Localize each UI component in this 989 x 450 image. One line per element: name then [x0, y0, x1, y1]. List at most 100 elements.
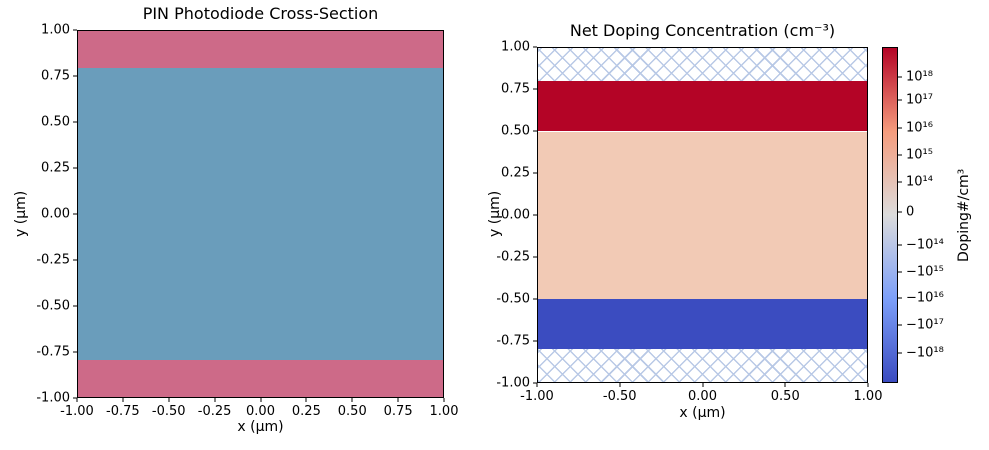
left-y-ticklabel: 0.25 [41, 160, 70, 176]
right-x-tickmarks [536, 383, 869, 387]
left-x-ticklabel: -0.75 [106, 404, 140, 419]
left-y-tickmark [73, 75, 77, 77]
right-y-tickmark [533, 88, 537, 90]
right-x-ticklabel: 0.50 [770, 389, 800, 404]
colorbar-ticklabel: −10¹⁶ [906, 290, 944, 306]
left-x-ticklabel: 0.75 [383, 404, 413, 419]
right-y-tickmarks [533, 46, 537, 384]
right-x-axis-label: x (μm) [679, 405, 726, 421]
colorbar: 10¹⁸ 10¹⁷ 10¹⁶ 10¹⁵ 10¹⁴ 0 −10¹⁴ −10¹⁵ −10¹⁶ −10¹… [882, 47, 944, 383]
right-x-ticklabel: -1.00 [520, 389, 554, 404]
left-y-tickmark [73, 121, 77, 123]
right-x-tickmark [702, 383, 703, 387]
undoped-bottom-hatch [538, 348, 867, 382]
undoped-top-hatch [538, 48, 867, 82]
left-x-tickmark [76, 398, 78, 402]
left-plot-area [77, 30, 444, 398]
colorbar-tickmark [898, 99, 902, 101]
left-x-tickmark [168, 398, 170, 402]
colorbar-ticklabel: 10¹⁸ [906, 69, 933, 85]
intrinsic-region [538, 131, 867, 299]
right-y-ticklabels: 1.00 0.75 0.50 0.25 0.00 -0.25 -0.50 -0.75 -1.00 [470, 40, 530, 391]
right-y-ticklabel: 1.00 [501, 39, 530, 55]
left-y-tickmark [73, 351, 77, 353]
left-x-ticklabel: 0.00 [246, 404, 275, 419]
left-x-tickmarks [76, 398, 445, 402]
right-y-tickmark [533, 256, 537, 258]
colorbar-ticklabel: −10¹⁴ [906, 237, 944, 253]
right-y-ticklabel: -0.50 [496, 291, 530, 307]
left-y-axis-label: y (μm) [13, 190, 29, 237]
right-x-tickmark [867, 383, 869, 387]
left-x-ticklabel: -0.50 [151, 404, 186, 419]
right-x-ticklabel: 0.00 [688, 389, 717, 404]
right-x-tickmark [536, 383, 538, 387]
colorbar-tickmark [898, 297, 902, 299]
right-y-ticklabel: -0.25 [496, 249, 530, 265]
left-y-ticklabels: 1.00 0.75 0.50 0.25 0.00 -0.25 -0.50 -0.75 -1.00 [10, 23, 70, 406]
colorbar-ticklabel: 10¹⁶ [906, 120, 933, 136]
right-y-tickmark [533, 382, 537, 384]
colorbar-tickmark [898, 154, 902, 156]
right-plot-title: Net Doping Concentration (cm⁻³) [569, 21, 836, 40]
left-y-tickmarks [73, 29, 77, 399]
right-axes: -1.00 -0.50 0.00 0.50 1.00 1.00 0.75 0.50 0.25 0… [496, 40, 882, 405]
left-y-tickmark [73, 259, 77, 261]
left-y-ticklabel: -0.75 [36, 344, 70, 360]
left-x-tickmark [260, 398, 261, 402]
left-axes: -1.00 -0.75 -0.50 -0.25 0.00 0.25 0.50 0.75 1.00… [36, 23, 458, 420]
left-plot-title: PIN Photodiode Cross-Section [142, 4, 379, 23]
left-x-ticklabel: 0.25 [291, 404, 321, 419]
left-x-tickmark [305, 398, 307, 402]
right-y-axis-label: y (μm) [487, 190, 503, 237]
left-x-ticklabel: -1.00 [60, 404, 94, 419]
right-plot-area [537, 47, 868, 383]
left-y-tickmark [73, 397, 77, 399]
left-y-ticklabel: -0.25 [36, 252, 70, 268]
colorbar-ticklabel: −10¹⁷ [906, 317, 944, 333]
left-x-ticklabel: 1.00 [429, 404, 459, 419]
colorbar-ticklabel: 10¹⁵ [906, 147, 933, 163]
left-x-tickmark [443, 398, 445, 402]
right-y-ticklabel: 0.00 [501, 207, 530, 223]
right-x-ticklabel: -0.50 [602, 389, 637, 404]
right-y-tickmark [533, 340, 537, 342]
bottom-contact-region [78, 360, 443, 397]
left-x-ticklabel: 0.50 [337, 404, 367, 419]
left-y-tickmark [73, 305, 77, 307]
colorbar-tickmark [898, 211, 902, 213]
right-y-tickmark [533, 214, 537, 216]
right-y-tickmark [533, 298, 537, 300]
semiconductor-region [78, 67, 443, 361]
colorbar-ticklabel: −10¹⁵ [906, 264, 944, 280]
left-x-tickmark [397, 398, 399, 402]
right-y-tickmark [533, 172, 537, 174]
left-y-ticklabel: -0.50 [36, 298, 70, 314]
colorbar-tickmark [898, 244, 902, 246]
colorbar-ticklabel: 10¹⁴ [906, 174, 933, 190]
colorbar-tickmark [898, 352, 902, 354]
left-x-ticklabels: -1.00 -0.75 -0.50 -0.25 0.00 0.25 0.50 0.75 1.00 [60, 404, 458, 419]
right-x-ticklabel: 1.00 [853, 389, 883, 404]
colorbar-tickmark [898, 271, 902, 273]
left-x-tickmark [214, 398, 216, 402]
left-x-tickmark [122, 398, 124, 402]
right-y-tickmark [533, 46, 537, 48]
left-x-ticklabel: -0.25 [197, 404, 232, 419]
colorbar-ticklabel: 0 [906, 204, 915, 220]
right-x-ticklabels: -1.00 -0.50 0.00 0.50 1.00 [520, 389, 882, 404]
colorbar-gradient [882, 47, 898, 383]
colorbar-ticklabel: −10¹⁸ [906, 345, 944, 361]
left-y-ticklabel: 1.00 [41, 22, 70, 38]
left-y-ticklabel: 0.50 [41, 114, 70, 130]
left-y-ticklabel: 0.75 [41, 68, 70, 84]
left-x-tickmark [351, 398, 353, 402]
left-y-ticklabel: 0.00 [41, 206, 70, 222]
right-y-ticklabel: 0.75 [501, 81, 530, 97]
top-contact-region [78, 31, 443, 68]
colorbar-ticklabels: 10¹⁸ 10¹⁷ 10¹⁶ 10¹⁵ 10¹⁴ 0 −10¹⁴ −10¹⁵ −10¹⁶ −10¹… [906, 47, 968, 383]
left-x-axis-label: x (μm) [237, 419, 284, 435]
left-y-ticklabel: -1.00 [36, 390, 70, 406]
left-y-tickmark [73, 29, 77, 31]
